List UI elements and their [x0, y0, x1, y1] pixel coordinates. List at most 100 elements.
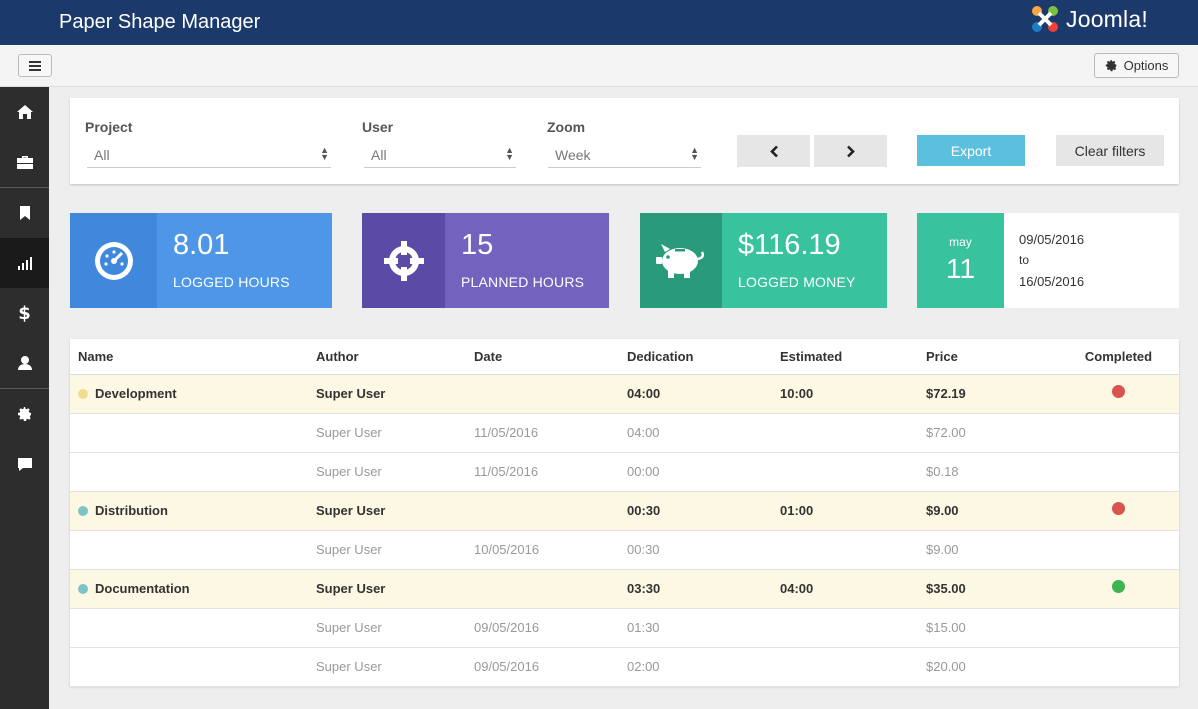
cell-author: Super User — [308, 647, 466, 687]
date-month: may — [949, 235, 972, 249]
sidebar-divider — [0, 187, 49, 188]
table-group-row[interactable]: Distribution Super User 00:30 01:00 $9.00 — [70, 491, 1179, 531]
table-group-row[interactable]: Documentation Super User 03:30 04:00 $35.00 — [70, 569, 1179, 609]
cell-estimated — [772, 413, 918, 453]
project-select[interactable]: All ▲ ▼ — [87, 142, 331, 168]
zoom-filter-label: Zoom — [547, 119, 586, 135]
completion-status-dot[interactable] — [1112, 385, 1125, 398]
select-arrows-icon: ▲ ▼ — [690, 145, 699, 162]
date-range-tile: may 11 09/05/2016 to 16/05/2016 — [917, 213, 1179, 308]
table-row[interactable]: Super User 09/05/2016 02:00 $20.00 — [70, 647, 1179, 687]
project-color-dot — [78, 506, 88, 516]
zoom-select[interactable]: Week ▲ ▼ — [548, 142, 701, 168]
cell-price: $72.19 — [918, 374, 1058, 414]
joomla-logo-icon — [1032, 6, 1058, 32]
project-select-value: All — [94, 147, 110, 163]
cell-dedication: 00:30 — [619, 491, 772, 531]
app-title: Paper Shape Manager — [59, 11, 261, 33]
previous-period-button[interactable] — [737, 135, 810, 167]
author-value: Super User — [316, 581, 386, 596]
column-header-estimated[interactable]: Estimated — [772, 339, 918, 375]
project-name[interactable]: Distribution — [95, 503, 168, 518]
cell-author: Super User — [308, 413, 466, 453]
column-header-name[interactable]: Name — [70, 339, 308, 375]
dedication-value: 00:30 — [627, 542, 660, 557]
user-filter-label: User — [362, 119, 394, 135]
date-day: 11 — [945, 253, 976, 284]
cell-author: Super User — [308, 452, 466, 492]
cell-date: 09/05/2016 — [466, 608, 619, 648]
planned-hours-value: 15 — [461, 229, 494, 261]
price-value: $9.00 — [926, 542, 959, 557]
date-value: 09/05/2016 — [474, 659, 540, 674]
date-value: 10/05/2016 — [474, 542, 540, 557]
completion-status-dot[interactable] — [1112, 580, 1125, 593]
table-row[interactable]: Super User 10/05/2016 00:30 $9.00 — [70, 530, 1179, 570]
cell-author: Super User — [308, 374, 466, 414]
date-value: 09/05/2016 — [474, 620, 540, 635]
toolbar: Options — [0, 45, 1198, 87]
user-select[interactable]: All ▲ ▼ — [364, 142, 516, 168]
options-button[interactable]: Options — [1094, 53, 1179, 78]
cell-dedication: 00:00 — [619, 452, 772, 492]
top-header: Paper Shape Manager Joomla! — [0, 0, 1198, 45]
estimated-value: 04:00 — [780, 581, 814, 596]
sidebar-item-home[interactable] — [0, 87, 49, 137]
sidebar-item-bookmarks[interactable] — [0, 188, 49, 238]
cell-estimated: 10:00 — [772, 374, 918, 414]
chevron-left-icon — [769, 145, 778, 157]
chevron-right-icon — [846, 145, 855, 157]
bookmark-icon — [19, 206, 30, 220]
clear-filters-button[interactable]: Clear filters — [1056, 135, 1164, 166]
cell-dedication: 02:00 — [619, 647, 772, 687]
select-arrows-icon: ▲ ▼ — [505, 145, 514, 162]
author-value: Super User — [316, 503, 386, 518]
project-name[interactable]: Documentation — [95, 581, 190, 596]
export-button[interactable]: Export — [917, 135, 1025, 166]
column-header-completed[interactable]: Completed — [1058, 339, 1179, 375]
cell-completed — [1058, 452, 1179, 492]
sidebar-divider — [0, 388, 49, 389]
logged-hours-value: 8.01 — [173, 229, 230, 261]
cell-price: $9.00 — [918, 530, 1058, 570]
logged-hours-tile: 8.01 LOGGED HOURS — [70, 213, 332, 308]
sidebar-item-billing[interactable]: $ — [0, 288, 49, 338]
cell-date — [466, 374, 619, 414]
dollar-icon: $ — [18, 302, 31, 324]
cell-estimated — [772, 647, 918, 687]
column-header-date[interactable]: Date — [466, 339, 619, 375]
author-value: Super User — [316, 464, 382, 479]
sidebar-item-reports[interactable] — [0, 238, 49, 288]
next-period-button[interactable] — [814, 135, 887, 167]
table-row[interactable]: Super User 09/05/2016 01:30 $15.00 — [70, 608, 1179, 648]
options-label: Options — [1123, 58, 1169, 73]
home-icon — [16, 105, 33, 119]
cell-author: Super User — [308, 530, 466, 570]
select-arrows-icon: ▲ ▼ — [320, 145, 329, 162]
cell-completed — [1058, 374, 1179, 414]
zoom-select-value: Week — [555, 147, 591, 163]
joomla-logo[interactable]: Joomla! — [1030, 4, 1148, 34]
sidebar-item-settings[interactable] — [0, 389, 49, 439]
project-name[interactable]: Development — [95, 386, 177, 401]
table-group-row[interactable]: Development Super User 04:00 10:00 $72.19 — [70, 374, 1179, 414]
filter-panel: Project All ▲ ▼ User All ▲ ▼ Zoom Week ▲ ▼ … — [70, 98, 1179, 184]
dedication-value: 04:00 — [627, 386, 661, 401]
menu-toggle-button[interactable] — [18, 54, 52, 77]
cell-dedication: 00:30 — [619, 530, 772, 570]
table-row[interactable]: Super User 11/05/2016 04:00 $72.00 — [70, 413, 1179, 453]
sidebar-item-comments[interactable] — [0, 439, 49, 489]
table-row[interactable]: Super User 11/05/2016 00:00 $0.18 — [70, 452, 1179, 492]
cell-estimated — [772, 452, 918, 492]
price-value: $35.00 — [926, 581, 966, 596]
sidebar: $ — [0, 87, 49, 709]
sidebar-item-users[interactable] — [0, 338, 49, 388]
sidebar-item-projects[interactable] — [0, 137, 49, 187]
calendar-date-box: may 11 — [917, 213, 1004, 308]
cell-completed — [1058, 413, 1179, 453]
cell-author: Super User — [308, 491, 466, 531]
completion-status-dot[interactable] — [1112, 502, 1125, 515]
column-header-dedication[interactable]: Dedication — [619, 339, 772, 375]
column-header-author[interactable]: Author — [308, 339, 466, 375]
column-header-price[interactable]: Price — [918, 339, 1058, 375]
